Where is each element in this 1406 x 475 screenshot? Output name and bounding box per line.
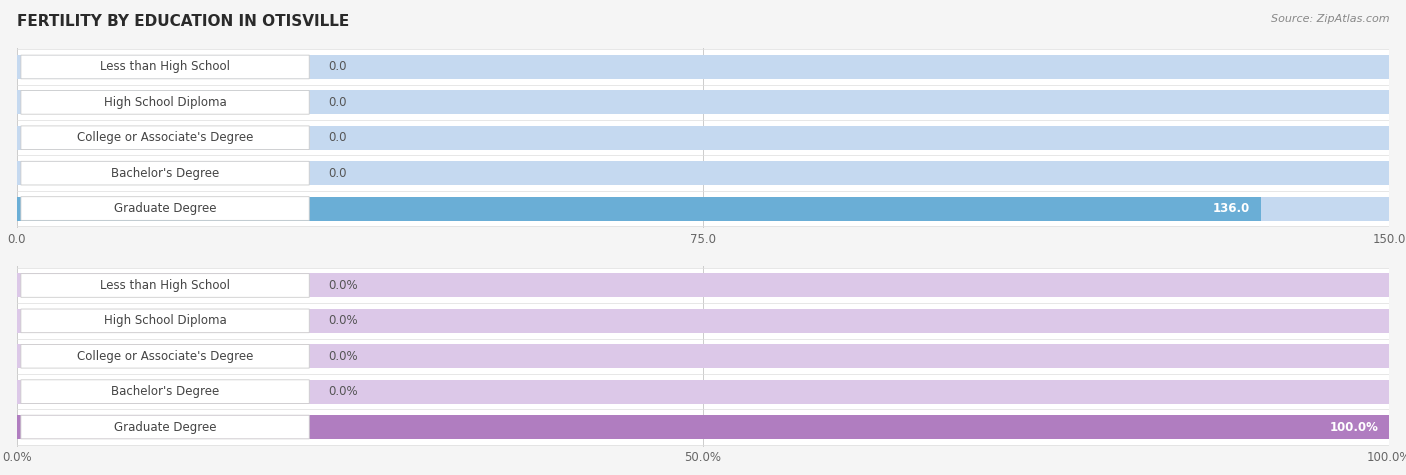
Bar	[17, 197, 1261, 220]
FancyBboxPatch shape	[21, 274, 309, 297]
Bar	[17, 303, 1389, 339]
Text: Bachelor's Degree: Bachelor's Degree	[111, 385, 219, 398]
FancyBboxPatch shape	[21, 309, 309, 332]
Text: 0.0: 0.0	[329, 167, 347, 180]
FancyBboxPatch shape	[21, 126, 309, 150]
Bar	[17, 274, 1389, 297]
Bar	[17, 374, 1389, 409]
Bar	[17, 309, 1389, 333]
Text: Graduate Degree: Graduate Degree	[114, 420, 217, 434]
Bar	[17, 339, 1389, 374]
Bar	[17, 126, 1389, 150]
Text: Less than High School: Less than High School	[100, 279, 231, 292]
Bar	[17, 415, 1389, 439]
Text: Bachelor's Degree: Bachelor's Degree	[111, 167, 219, 180]
Bar	[17, 344, 1389, 368]
Text: 0.0%: 0.0%	[329, 279, 359, 292]
Bar	[17, 85, 1389, 120]
Bar	[17, 380, 1389, 404]
Text: 0.0: 0.0	[329, 131, 347, 144]
Text: College or Associate's Degree: College or Associate's Degree	[77, 131, 253, 144]
Bar	[17, 90, 1389, 114]
FancyBboxPatch shape	[21, 344, 309, 368]
Text: Graduate Degree: Graduate Degree	[114, 202, 217, 215]
Bar	[17, 268, 1389, 303]
FancyBboxPatch shape	[21, 380, 309, 403]
FancyBboxPatch shape	[21, 162, 309, 185]
Bar	[17, 49, 1389, 85]
Text: College or Associate's Degree: College or Associate's Degree	[77, 350, 253, 363]
Bar	[17, 409, 1389, 445]
Bar	[17, 55, 1389, 79]
Bar	[17, 161, 1389, 185]
Bar	[17, 155, 1389, 191]
Text: Less than High School: Less than High School	[100, 60, 231, 74]
Bar	[17, 415, 1389, 439]
FancyBboxPatch shape	[21, 197, 309, 220]
Text: 0.0: 0.0	[329, 96, 347, 109]
Text: 0.0%: 0.0%	[329, 350, 359, 363]
Bar	[17, 197, 1389, 220]
Text: Source: ZipAtlas.com: Source: ZipAtlas.com	[1271, 14, 1389, 24]
Text: 0.0%: 0.0%	[329, 314, 359, 327]
Bar	[17, 120, 1389, 155]
Text: 100.0%: 100.0%	[1329, 420, 1378, 434]
Text: FERTILITY BY EDUCATION IN OTISVILLE: FERTILITY BY EDUCATION IN OTISVILLE	[17, 14, 349, 29]
Text: 136.0: 136.0	[1213, 202, 1250, 215]
Text: 0.0: 0.0	[329, 60, 347, 74]
FancyBboxPatch shape	[21, 55, 309, 79]
FancyBboxPatch shape	[21, 415, 309, 439]
FancyBboxPatch shape	[21, 91, 309, 114]
Text: 0.0%: 0.0%	[329, 385, 359, 398]
Text: High School Diploma: High School Diploma	[104, 314, 226, 327]
Text: High School Diploma: High School Diploma	[104, 96, 226, 109]
Bar	[17, 191, 1389, 226]
